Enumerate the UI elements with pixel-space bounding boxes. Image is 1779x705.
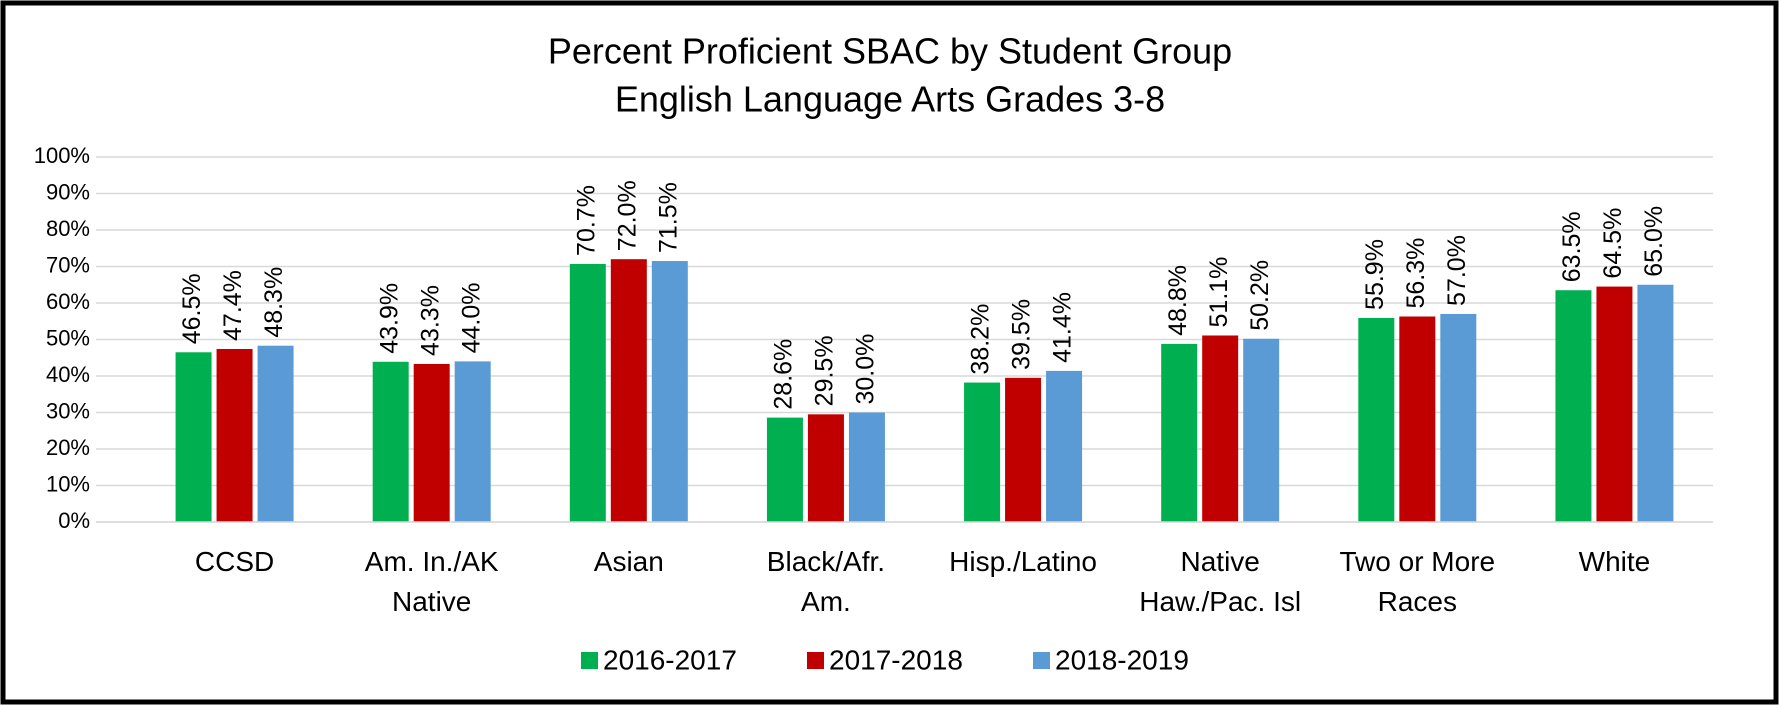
value-label: 41.4%	[1049, 292, 1077, 363]
bar	[1399, 316, 1436, 522]
x-tick-label: White	[1578, 546, 1651, 577]
x-tick-label: Asian	[593, 546, 664, 577]
y-tick-label: 50%	[46, 325, 90, 350]
value-label: 47.4%	[219, 270, 247, 341]
value-label: 64.5%	[1599, 208, 1627, 279]
legend-swatch	[581, 652, 598, 669]
bar	[1637, 284, 1674, 522]
legend-swatch	[1033, 652, 1050, 669]
y-tick-label: 20%	[46, 435, 90, 460]
x-tick-label: CCSD	[194, 546, 275, 577]
x-tick-label: Native Haw./Pac. Isl	[1139, 546, 1302, 617]
value-label: 50.2%	[1246, 260, 1274, 331]
bar	[454, 361, 491, 522]
y-tick-label: 30%	[46, 398, 90, 423]
bar	[216, 348, 253, 522]
bar	[1046, 370, 1083, 522]
value-label: 72.0%	[613, 180, 641, 251]
y-tick-label: 70%	[46, 252, 90, 277]
legend-label: 2017-2018	[829, 644, 963, 675]
bar	[807, 414, 844, 522]
value-label: 65.0%	[1640, 206, 1668, 277]
bar	[1005, 377, 1042, 522]
value-label: 38.2%	[967, 304, 995, 375]
y-tick-label: 40%	[46, 362, 90, 387]
bar	[1555, 290, 1592, 522]
value-label: 57.0%	[1443, 235, 1471, 306]
bar	[610, 259, 647, 522]
y-tick-label: 100%	[34, 143, 90, 168]
bar	[1243, 338, 1280, 522]
value-label: 48.8%	[1164, 265, 1192, 336]
value-label: 46.5%	[178, 273, 206, 344]
bar	[372, 361, 409, 522]
legend-label: 2018-2019	[1055, 644, 1189, 675]
value-label: 48.3%	[260, 267, 288, 338]
bar	[1358, 317, 1395, 522]
value-label: 63.5%	[1558, 211, 1586, 282]
value-label: 30.0%	[852, 334, 880, 405]
bar	[964, 382, 1001, 522]
value-label: 29.5%	[811, 335, 839, 406]
y-tick-label: 10%	[46, 471, 90, 496]
value-label: 71.5%	[654, 182, 682, 253]
chart-title: Percent Proficient SBAC by Student Group	[548, 31, 1232, 72]
value-label: 28.6%	[770, 339, 798, 410]
legend-label: 2016-2017	[603, 644, 737, 675]
value-label: 43.9%	[375, 283, 403, 354]
x-tick-label: Two or More Races	[1339, 546, 1496, 617]
value-label: 39.5%	[1008, 299, 1036, 370]
value-label: 55.9%	[1361, 239, 1389, 310]
bar	[848, 412, 885, 522]
y-tick-label: 0%	[58, 508, 90, 533]
chart-subtitle: English Language Arts Grades 3-8	[615, 79, 1165, 120]
bar	[257, 345, 294, 522]
bar	[651, 261, 688, 522]
value-label: 43.3%	[416, 285, 444, 356]
y-tick-label: 80%	[46, 216, 90, 241]
bar	[1161, 343, 1198, 522]
y-tick-label: 90%	[46, 179, 90, 204]
bar	[766, 417, 803, 522]
x-tick-label: Black/Afr. Am.	[766, 546, 886, 617]
bar	[1440, 313, 1477, 522]
bar	[1202, 335, 1239, 522]
value-label: 56.3%	[1402, 238, 1430, 309]
x-tick-label: Hisp./Latino	[949, 546, 1097, 577]
value-label: 44.0%	[457, 283, 485, 354]
value-label: 70.7%	[572, 185, 600, 256]
y-tick-label: 60%	[46, 289, 90, 314]
bar	[1596, 286, 1633, 522]
x-tick-label: Am. In./AK Native	[364, 546, 499, 617]
bar	[413, 363, 450, 522]
bar	[175, 352, 212, 522]
value-label: 51.1%	[1205, 257, 1233, 328]
legend-swatch	[807, 652, 824, 669]
bar	[569, 263, 606, 522]
